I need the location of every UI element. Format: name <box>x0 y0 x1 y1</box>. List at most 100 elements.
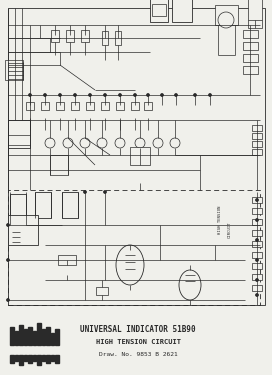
Bar <box>116 102 124 110</box>
Bar <box>101 102 109 110</box>
Circle shape <box>29 93 32 96</box>
Bar <box>152 4 166 16</box>
Bar <box>243 30 258 38</box>
Bar <box>252 219 262 225</box>
Bar <box>19 355 23 365</box>
Bar <box>32 331 36 345</box>
Circle shape <box>104 190 107 194</box>
Text: HIGH TENSION CIRCUIT: HIGH TENSION CIRCUIT <box>95 339 181 345</box>
Circle shape <box>255 198 258 201</box>
Bar <box>62 192 78 218</box>
Circle shape <box>44 93 47 96</box>
Circle shape <box>104 93 107 96</box>
Bar <box>46 355 50 363</box>
Bar <box>32 355 36 361</box>
Bar <box>252 241 262 247</box>
Circle shape <box>160 93 163 96</box>
Circle shape <box>153 138 163 148</box>
Circle shape <box>7 258 10 261</box>
Text: Draw. No. 9853 B 2621: Draw. No. 9853 B 2621 <box>99 352 177 357</box>
Circle shape <box>209 93 212 96</box>
Text: HIGH TENSION: HIGH TENSION <box>218 206 222 234</box>
Bar <box>252 263 262 269</box>
Bar <box>58 255 76 265</box>
Bar <box>42 329 45 345</box>
Bar <box>56 102 64 110</box>
Circle shape <box>255 279 258 282</box>
Bar <box>51 30 59 42</box>
Bar <box>26 102 34 110</box>
Bar <box>51 355 54 361</box>
Bar <box>130 147 150 165</box>
Bar <box>144 102 152 110</box>
Circle shape <box>63 138 73 148</box>
Bar <box>81 30 89 42</box>
Bar <box>46 327 50 345</box>
Text: UNIVERSAL INDICATOR 51B90: UNIVERSAL INDICATOR 51B90 <box>80 326 196 334</box>
Circle shape <box>135 138 145 148</box>
Bar <box>10 194 26 222</box>
Bar <box>215 5 238 25</box>
Bar <box>55 355 58 363</box>
Bar <box>42 355 45 361</box>
Circle shape <box>255 238 258 242</box>
Bar <box>37 323 41 345</box>
Bar <box>252 133 262 139</box>
Bar <box>8 190 260 305</box>
Circle shape <box>115 138 125 148</box>
Bar <box>252 252 262 258</box>
Bar <box>8 120 30 148</box>
Circle shape <box>175 93 178 96</box>
Circle shape <box>147 93 150 96</box>
Bar <box>50 155 68 175</box>
Circle shape <box>255 219 258 222</box>
Bar <box>28 327 32 345</box>
Bar <box>243 54 258 62</box>
Bar <box>252 274 262 280</box>
Bar <box>252 285 262 291</box>
Bar <box>19 325 23 345</box>
Ellipse shape <box>116 245 144 285</box>
Bar <box>252 230 262 236</box>
Bar <box>10 327 14 345</box>
Bar <box>5 60 23 80</box>
Bar <box>35 192 51 218</box>
Circle shape <box>7 224 10 226</box>
Bar <box>150 0 168 22</box>
Circle shape <box>84 190 86 194</box>
Bar <box>8 8 265 305</box>
Circle shape <box>73 93 76 96</box>
Bar <box>23 355 27 361</box>
Bar <box>55 329 58 345</box>
Bar <box>23 329 27 345</box>
Bar <box>131 102 139 110</box>
Bar <box>86 102 94 110</box>
Bar <box>8 215 38 245</box>
Bar <box>252 197 262 203</box>
Circle shape <box>218 12 234 28</box>
Circle shape <box>170 138 180 148</box>
Bar <box>41 102 49 110</box>
Bar <box>243 66 258 74</box>
Circle shape <box>80 138 90 148</box>
Bar <box>172 0 192 22</box>
Circle shape <box>45 138 55 148</box>
Circle shape <box>88 93 91 96</box>
Bar <box>10 355 14 363</box>
Bar <box>14 331 18 345</box>
Text: CIRCUIT: CIRCUIT <box>228 222 232 238</box>
Bar <box>252 125 262 131</box>
Circle shape <box>255 294 258 297</box>
Bar <box>96 287 108 295</box>
Bar <box>28 355 32 363</box>
Circle shape <box>134 93 137 96</box>
Circle shape <box>58 93 61 96</box>
Bar <box>71 102 79 110</box>
Circle shape <box>7 298 10 302</box>
Bar <box>115 31 121 45</box>
Bar <box>252 149 262 155</box>
Bar <box>37 355 41 365</box>
Circle shape <box>97 138 107 148</box>
Bar <box>51 333 54 345</box>
Bar <box>243 42 258 50</box>
